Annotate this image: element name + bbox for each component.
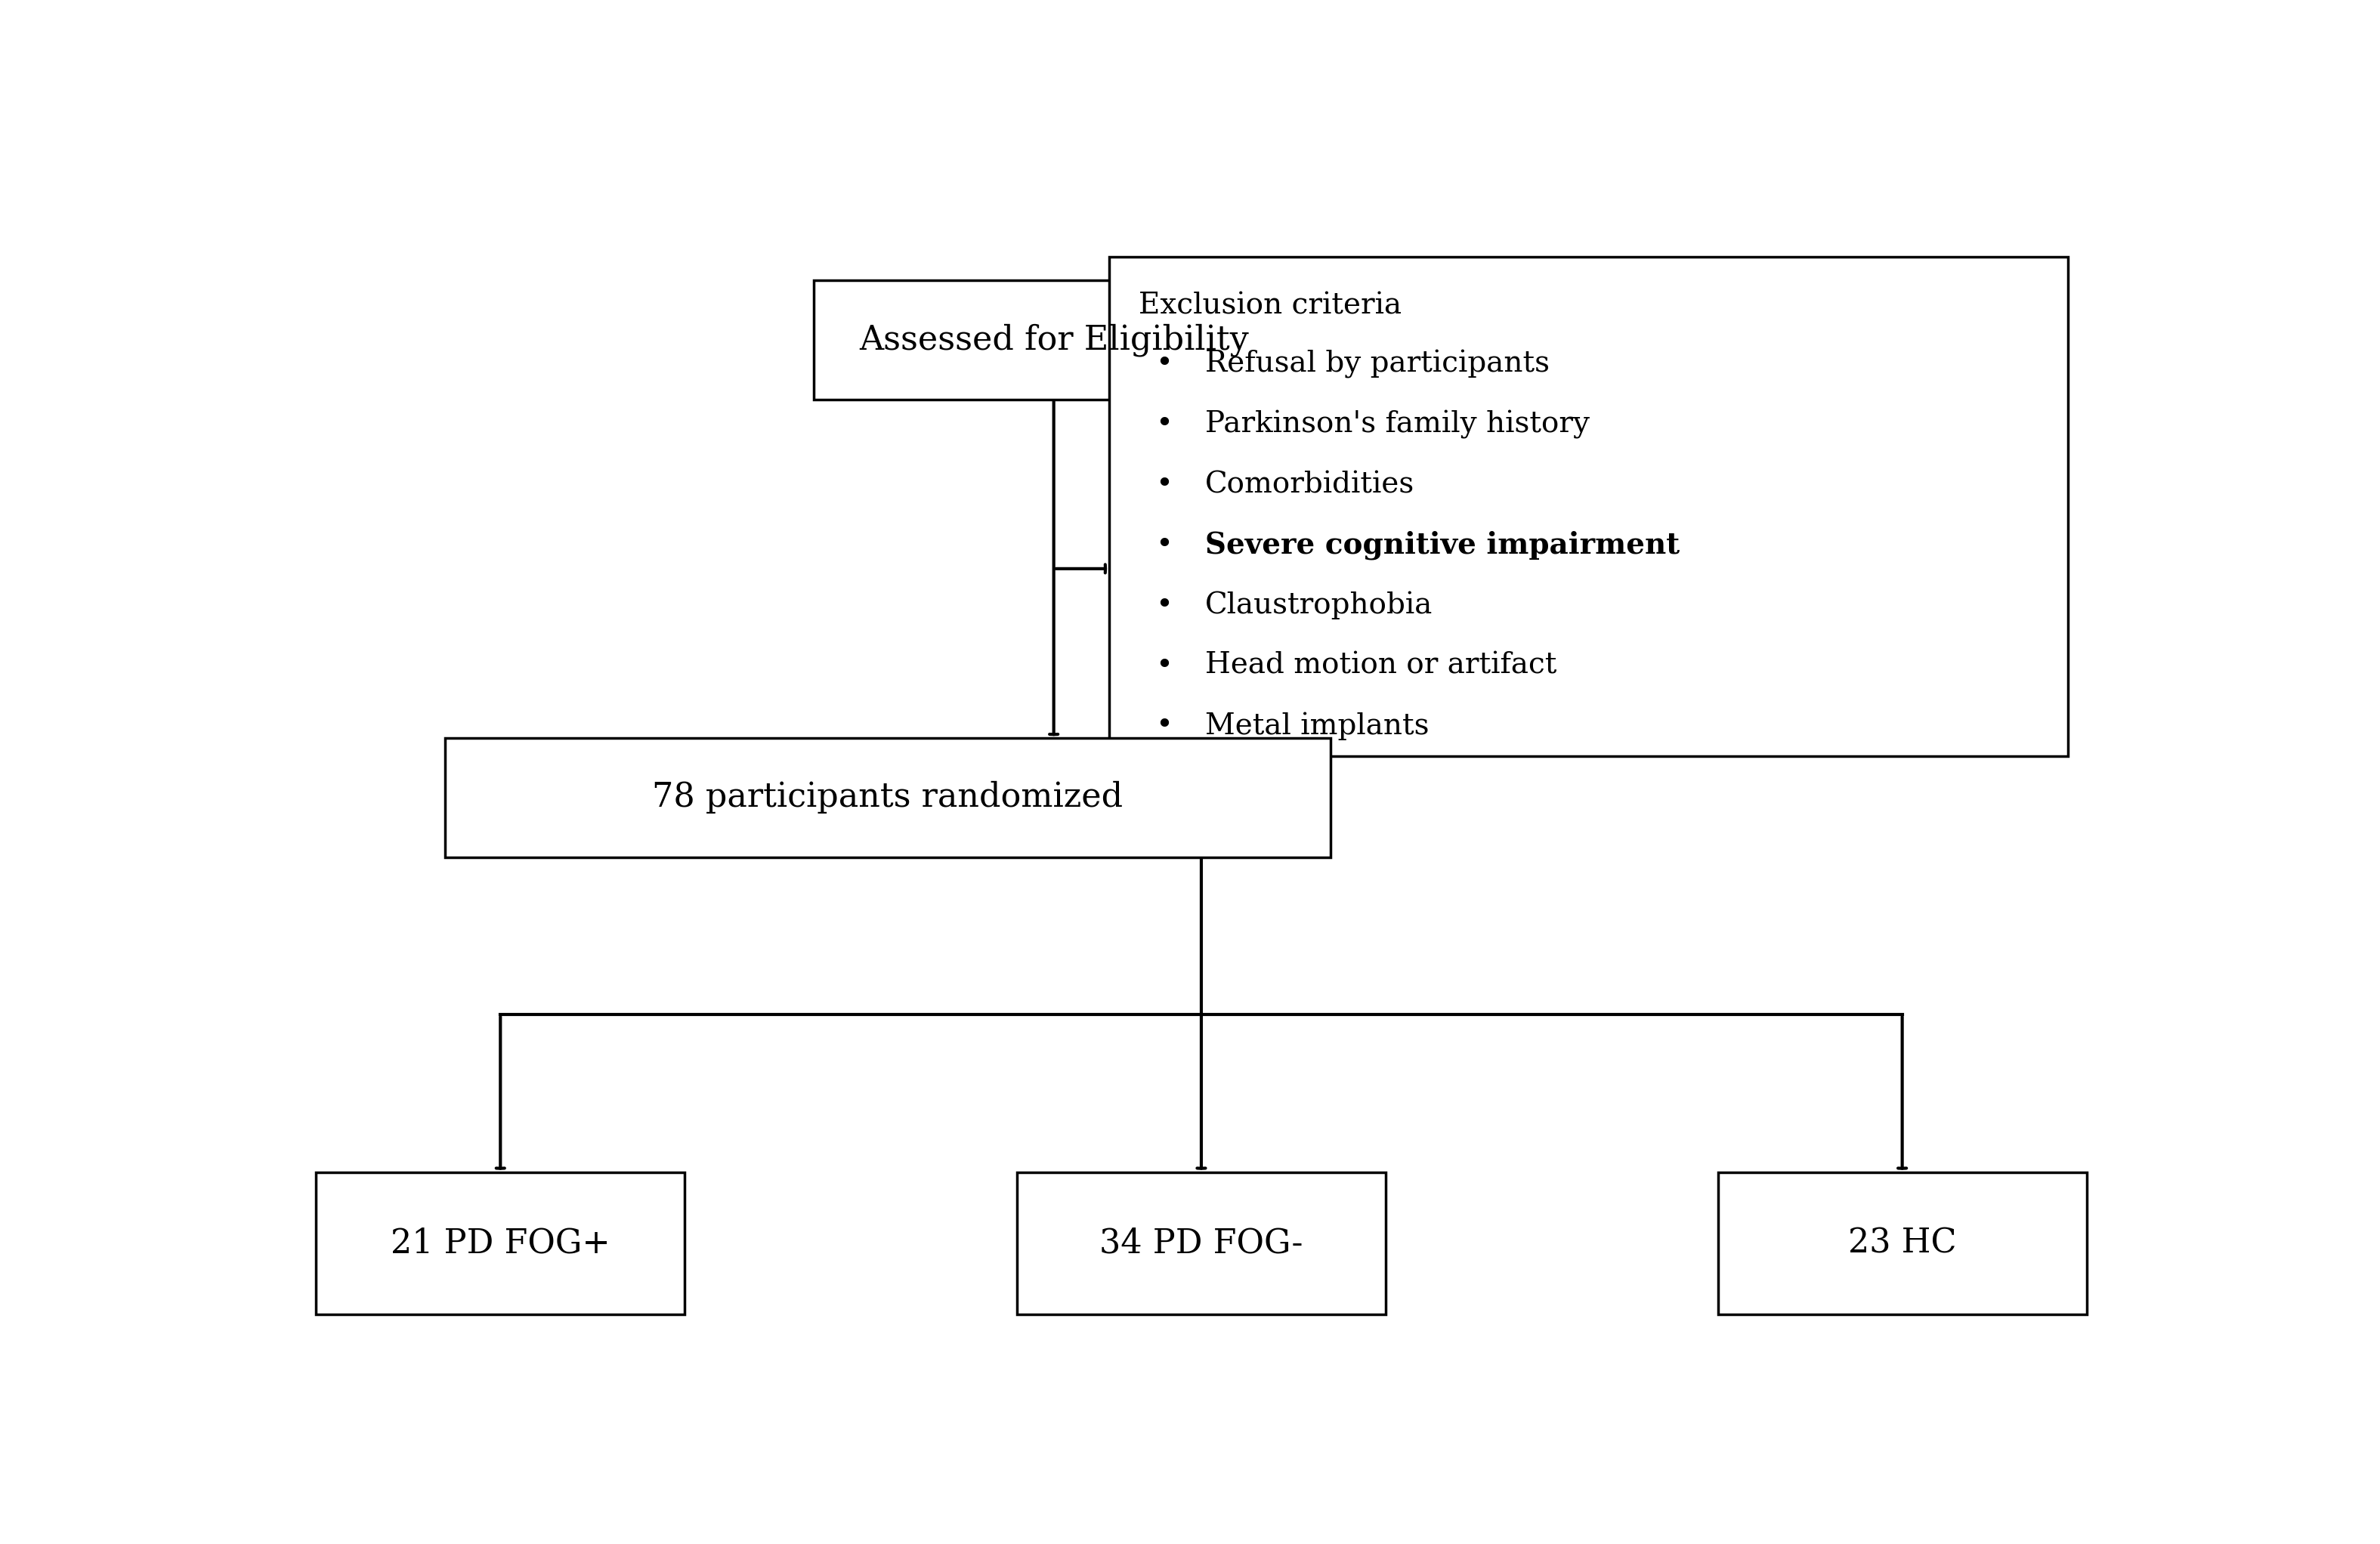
Text: •: • — [1154, 471, 1173, 499]
Text: 23 HC: 23 HC — [1847, 1227, 1956, 1260]
Text: •: • — [1154, 350, 1173, 378]
Text: Head motion or artifact: Head motion or artifact — [1204, 652, 1557, 679]
Text: Comorbidities: Comorbidities — [1204, 471, 1414, 499]
Text: •: • — [1154, 712, 1173, 740]
Text: •: • — [1154, 411, 1173, 438]
Bar — [1109, 256, 2068, 757]
Text: •: • — [1154, 591, 1173, 619]
Bar — [1016, 1172, 1385, 1315]
Text: Parkinson's family history: Parkinson's family history — [1204, 411, 1590, 438]
Text: Metal implants: Metal implants — [1204, 712, 1428, 740]
Text: •: • — [1154, 531, 1173, 559]
Text: 21 PD FOG+: 21 PD FOG+ — [390, 1227, 609, 1260]
Bar — [445, 738, 1330, 857]
Text: 78 participants randomized: 78 participants randomized — [652, 781, 1123, 814]
Text: •: • — [1154, 652, 1173, 679]
Text: Refusal by participants: Refusal by participants — [1204, 349, 1549, 378]
Text: Claustrophobia: Claustrophobia — [1204, 591, 1433, 619]
Text: Assessed for Eligibility: Assessed for Eligibility — [859, 323, 1250, 357]
Text: Exclusion criteria: Exclusion criteria — [1138, 292, 1402, 320]
Text: 34 PD FOG-: 34 PD FOG- — [1100, 1227, 1304, 1260]
Bar — [317, 1172, 685, 1315]
Text: Severe cognitive impairment: Severe cognitive impairment — [1204, 531, 1680, 559]
Bar — [814, 281, 1295, 400]
Bar — [1718, 1172, 2087, 1315]
